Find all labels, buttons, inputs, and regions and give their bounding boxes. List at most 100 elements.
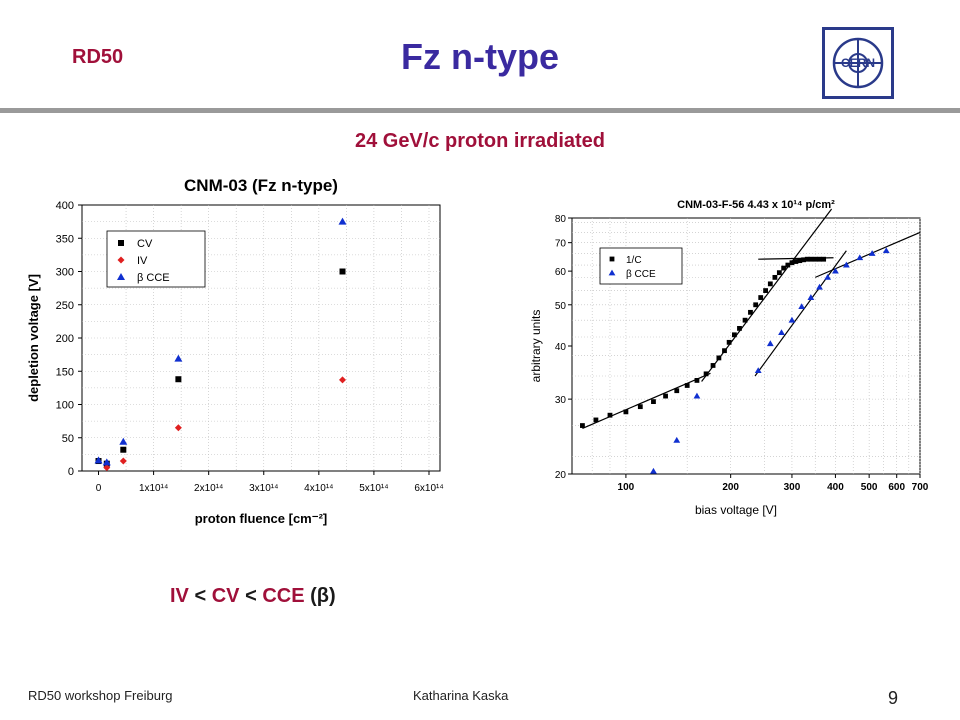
chart2-point-square — [684, 383, 690, 388]
chart2-point-square — [763, 288, 768, 293]
slide-title: Fz n-type — [401, 36, 559, 77]
chart2-point-square — [767, 281, 773, 287]
chart1-ytick-label: 50 — [62, 433, 74, 445]
chart2-point-square — [789, 260, 795, 266]
chart2-title: CNM-03-F-56 4.43 x 10¹⁴ p/cm² — [677, 199, 835, 211]
cern-logo: CERN — [822, 27, 894, 99]
chart2-point-square — [821, 256, 827, 262]
chart1-legend-marker — [117, 273, 125, 280]
chart2-point-triangle — [824, 273, 832, 280]
chart1-xtick-label: 4x10¹⁴ — [304, 483, 333, 494]
chart1-point-diamond — [174, 424, 182, 432]
chart2-point-square — [607, 412, 613, 418]
chart1-ytick-label: 100 — [56, 400, 74, 412]
chart2-point-square — [623, 409, 629, 415]
summary-inequality: IV < CV < CCE (β) — [170, 585, 336, 608]
chart2-point-square — [758, 295, 764, 300]
chart2-xtick-label: 600 — [888, 482, 905, 493]
chart1-ytick-label: 150 — [56, 366, 74, 378]
chart1-point-square — [339, 268, 346, 275]
chart2-point-square — [808, 256, 814, 262]
chart1-point-triangle — [174, 354, 183, 362]
page-number: 9 — [888, 688, 899, 708]
summary-lt-1: < — [194, 585, 207, 607]
chart2-point-square — [703, 371, 709, 377]
chart1-point-triangle — [119, 437, 128, 445]
chart2-legend-marker — [609, 256, 615, 262]
chart2-point-triangle — [778, 329, 785, 336]
chart1-xtick-label: 6x10¹⁴ — [414, 483, 443, 494]
chart2-ylabel: arbitrary units — [529, 310, 543, 383]
chart2-xtick-label: 700 — [912, 482, 929, 493]
chart1-point-square — [175, 376, 182, 383]
chart2-point-square — [737, 325, 742, 331]
header-divider — [0, 108, 960, 113]
chart2-point-square — [663, 393, 668, 399]
chart1-point-triangle — [102, 458, 111, 466]
chart1-legend-label: CV — [137, 238, 153, 250]
chart2-point-square — [716, 355, 722, 361]
chart1-ytick-label: 350 — [56, 233, 74, 245]
chart1-ytick-label: 0 — [68, 466, 74, 478]
chart1-xtick-label: 3x10¹⁴ — [249, 483, 278, 494]
chart2-point-triangle — [842, 261, 850, 268]
chart2-point-triangle — [868, 250, 876, 256]
chart2-ytick-label: 30 — [555, 395, 567, 406]
chart2-xtick-label: 400 — [827, 482, 844, 493]
chart2-xtick-label: 500 — [861, 482, 878, 493]
chart-bias-voltage: CNM-03-F-56 4.43 x 10¹⁴ p/cm² 20 30 40 50 60 7… — [529, 199, 929, 517]
chart1-point-diamond — [119, 457, 127, 465]
chart1-title: CNM-03 (Fz n-type) — [184, 176, 338, 195]
chart2-point-triangle — [856, 254, 864, 261]
chart2-ytick-label: 80 — [555, 214, 567, 225]
chart1-xtick-label: 5x10¹⁴ — [359, 483, 388, 494]
chart2-legend-box — [599, 247, 683, 285]
brand-label: RD50 — [72, 46, 124, 68]
footer-workshop: RD50 workshop Freiburg — [28, 688, 173, 703]
chart2-point-triangle — [650, 467, 657, 474]
chart2-point-triangle — [766, 340, 774, 347]
chart2-fit-line — [815, 231, 921, 278]
chart2-point-square — [812, 256, 818, 262]
chart1-ytick-label: 250 — [56, 300, 74, 312]
chart2-point-square — [710, 363, 716, 368]
chart1-legend-label: IV — [137, 255, 148, 267]
chart1-legend-marker — [118, 240, 124, 246]
chart2-point-square — [804, 256, 810, 262]
chart2-point-square — [797, 258, 803, 264]
chart1-legend-label: β CCE — [137, 272, 170, 284]
summary-lt-2: < — [245, 585, 257, 607]
chart2-point-triangle — [693, 392, 701, 399]
chart1-point-triangle — [338, 217, 347, 225]
chart2-point-square — [776, 270, 782, 276]
chart2-point-square — [637, 404, 643, 410]
chart2-legend-marker — [608, 269, 616, 276]
summary-beta: (β) — [310, 585, 336, 607]
chart2-point-square — [781, 265, 787, 271]
chart1-ylabel: depletion voltage [V] — [26, 274, 41, 402]
chart2-fit-line — [754, 250, 847, 377]
chart2-point-square — [742, 317, 748, 323]
chart2-point-square — [753, 302, 759, 308]
chart2-point-triangle — [673, 436, 681, 443]
chart2-xtick-label: 200 — [722, 482, 739, 493]
chart2-point-square — [674, 388, 680, 394]
chart2-point-square — [772, 274, 778, 280]
chart2-point-square — [731, 332, 737, 338]
chart2-point-triangle — [882, 247, 890, 254]
chart2-point-triangle — [798, 303, 806, 310]
chart2-point-triangle — [807, 294, 815, 300]
chart2-point-square — [817, 256, 822, 262]
chart2-point-square — [785, 262, 791, 268]
chart2-point-square — [651, 399, 656, 405]
logo-text: CERN — [841, 56, 875, 70]
chart2-xtick-label: 100 — [618, 482, 635, 493]
chart1-point-triangle — [94, 456, 103, 464]
slide-subtitle: 24 GeV/c proton irradiated — [354, 130, 606, 152]
footer-author: Katharina Kaska — [413, 688, 509, 703]
chart2-xtick-label: 300 — [784, 482, 801, 493]
chart1-ytick-label: 400 — [56, 200, 74, 212]
chart2-ytick-label: 70 — [555, 239, 567, 250]
chart2-ytick-label: 50 — [555, 301, 567, 312]
chart2-point-square — [793, 259, 799, 264]
